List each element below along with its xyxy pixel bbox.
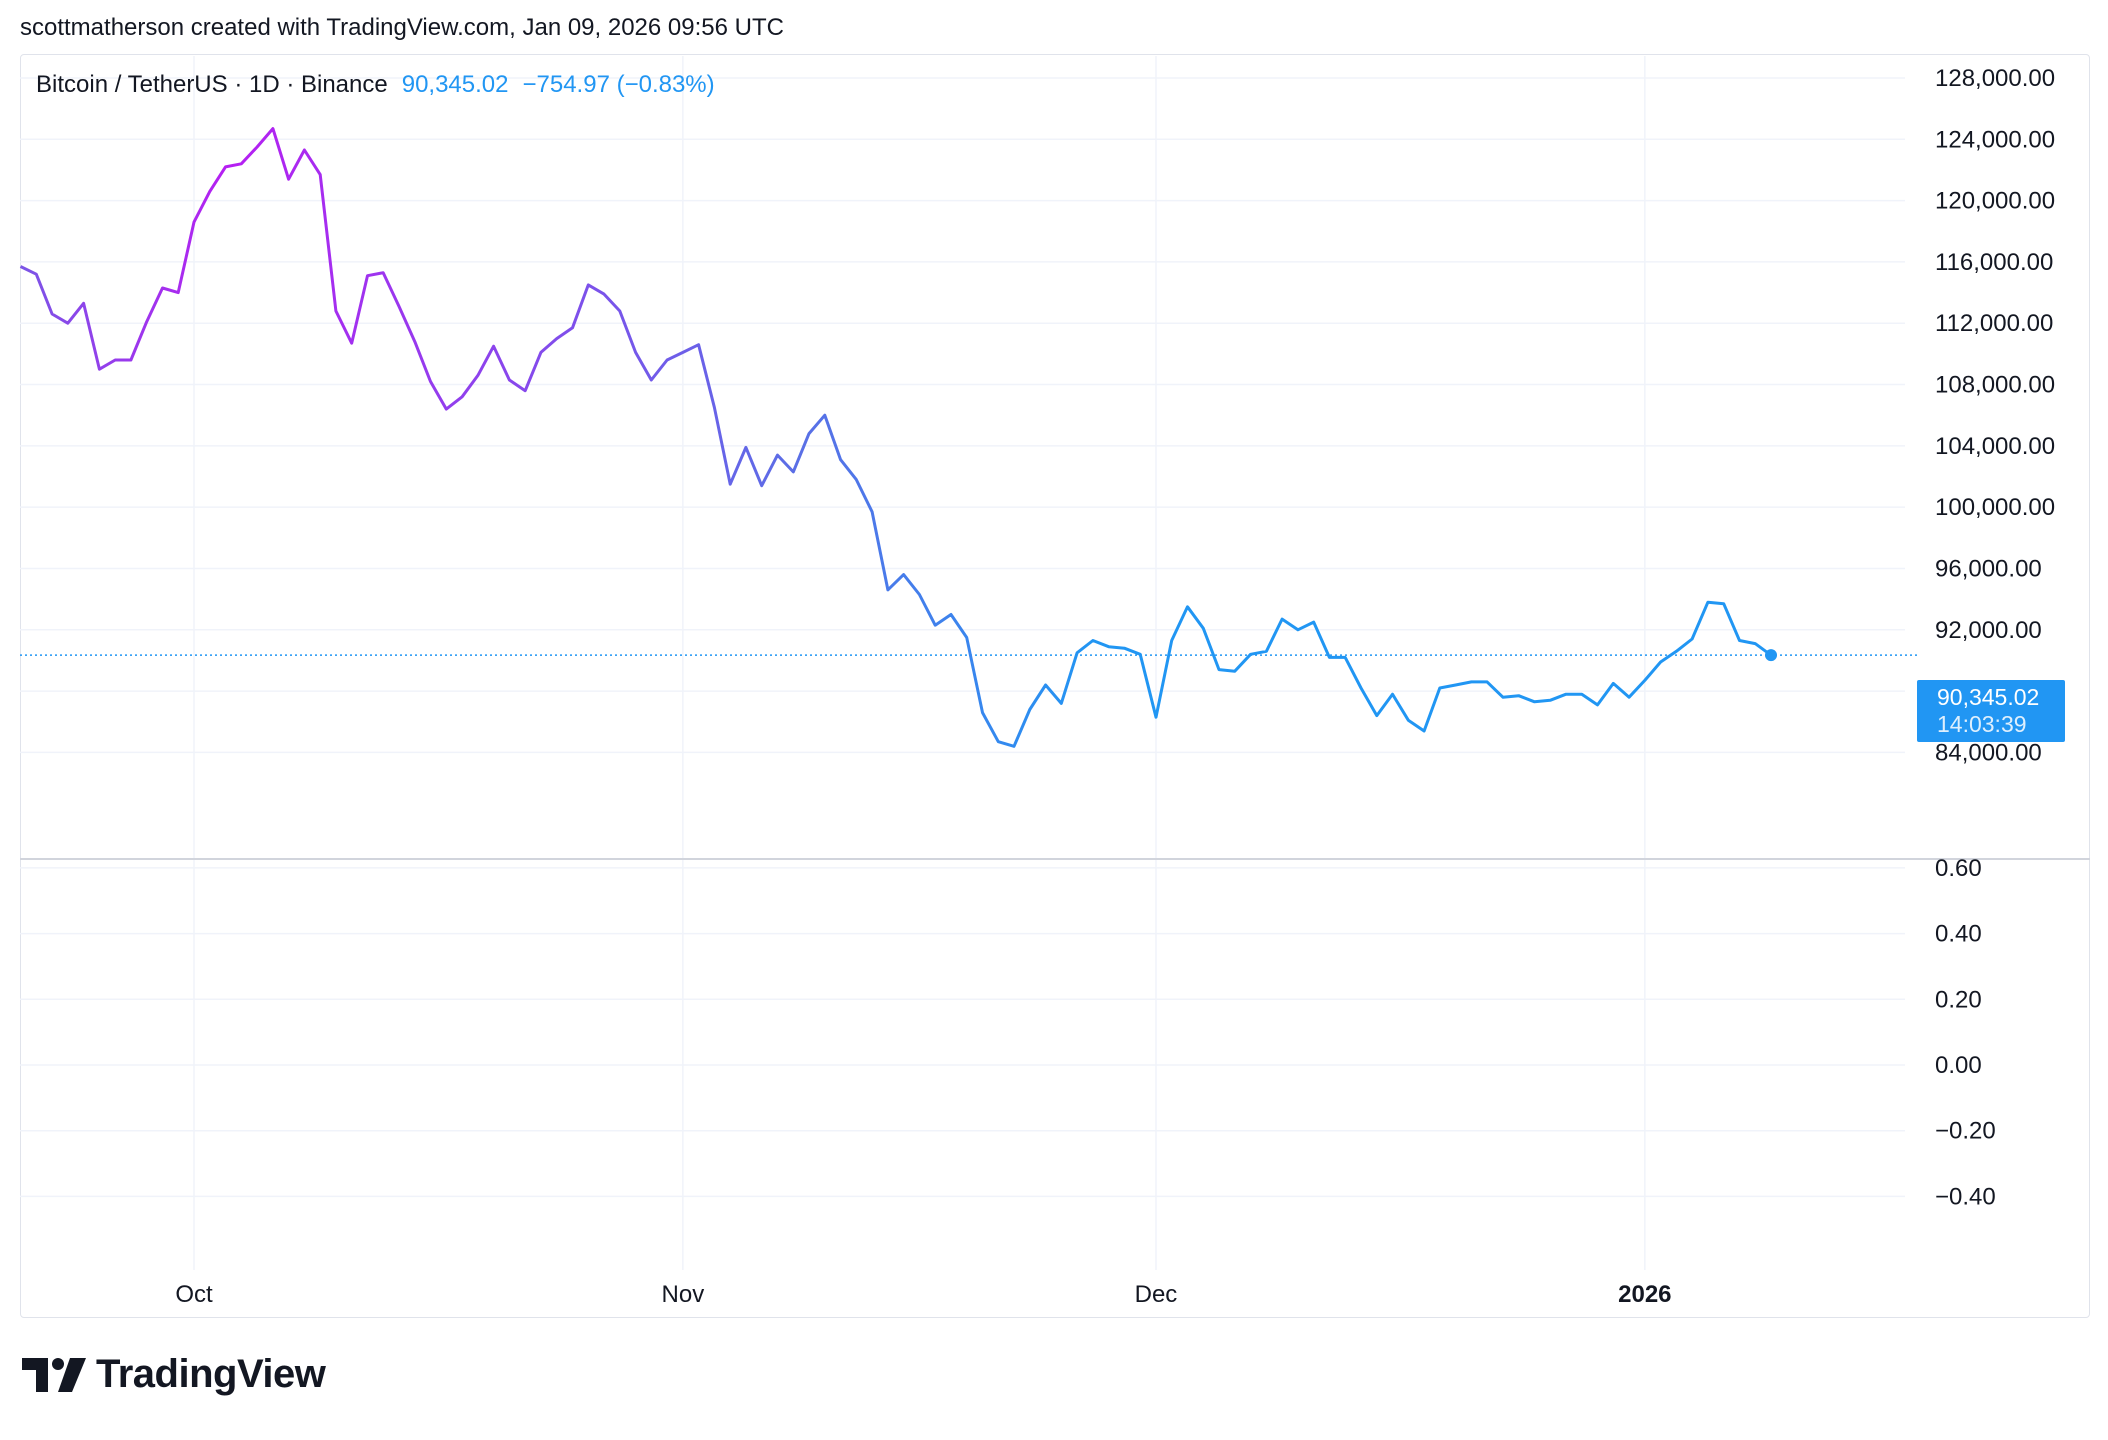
last-price-tag: 90,345.02 14:03:39 bbox=[1917, 680, 2065, 742]
indicator-axis[interactable]: 0.60 0.40 0.20 0.00 −0.20 −0.40 bbox=[1935, 855, 1996, 1211]
tradingview-logo-icon bbox=[22, 1357, 86, 1392]
price-axis[interactable]: 128,000.00 124,000.00 120,000.00 116,000.00… bbox=[1935, 65, 2055, 766]
chart-legend: Bitcoin / TetherUS · 1D · Binance 90,345… bbox=[36, 71, 715, 99]
price-tick-label: 100,000.00 bbox=[1935, 494, 2055, 521]
price-tick-label: 116,000.00 bbox=[1935, 249, 2053, 276]
chart-credit: scottmatherson created with TradingView.… bbox=[20, 14, 784, 41]
chart-frame[interactable] bbox=[20, 54, 2090, 1318]
time-tick-label: 2026 bbox=[1618, 1281, 1671, 1308]
indicator-tick-label: 0.00 bbox=[1935, 1052, 1982, 1079]
time-tick-label: Dec bbox=[1135, 1281, 1178, 1308]
indicator-tick-label: 0.20 bbox=[1935, 986, 1982, 1013]
price-line-series[interactable] bbox=[19, 127, 1772, 748]
price-tag-value: 90,345.02 bbox=[1937, 684, 2040, 710]
legend-change: −754.97 (−0.83%) bbox=[522, 71, 715, 98]
time-tick-label: Nov bbox=[662, 1281, 705, 1308]
brand-name: TradingView bbox=[96, 1352, 326, 1396]
indicator-tick-label: −0.40 bbox=[1935, 1183, 1996, 1210]
grid-lines bbox=[20, 56, 1905, 1270]
price-tick-label: 96,000.00 bbox=[1935, 555, 2042, 582]
price-tick-label: 128,000.00 bbox=[1935, 65, 2055, 92]
indicator-tick-label: 0.40 bbox=[1935, 921, 1982, 948]
time-axis[interactable]: Oct Nov Dec 2026 bbox=[175, 1281, 1671, 1308]
price-tag-countdown: 14:03:39 bbox=[1937, 711, 2027, 737]
last-price-dot bbox=[1765, 649, 1777, 662]
price-tick-label: 120,000.00 bbox=[1935, 188, 2055, 215]
price-tick-label: 108,000.00 bbox=[1935, 372, 2055, 399]
price-tick-label: 92,000.00 bbox=[1935, 617, 2042, 644]
legend-last-price: 90,345.02 bbox=[401, 71, 509, 98]
indicator-tick-label: 0.60 bbox=[1935, 855, 1982, 882]
indicator-tick-label: −0.20 bbox=[1935, 1118, 1996, 1145]
tradingview-logo[interactable]: TradingView bbox=[22, 1352, 326, 1397]
price-tick-label: 104,000.00 bbox=[1935, 433, 2055, 460]
legend-symbol[interactable]: Bitcoin / TetherUS · 1D · Binance bbox=[36, 71, 388, 98]
price-tick-label: 84,000.00 bbox=[1935, 739, 2042, 766]
time-tick-label: Oct bbox=[175, 1281, 213, 1308]
price-tick-label: 124,000.00 bbox=[1935, 126, 2055, 153]
price-tick-label: 112,000.00 bbox=[1935, 310, 2053, 337]
